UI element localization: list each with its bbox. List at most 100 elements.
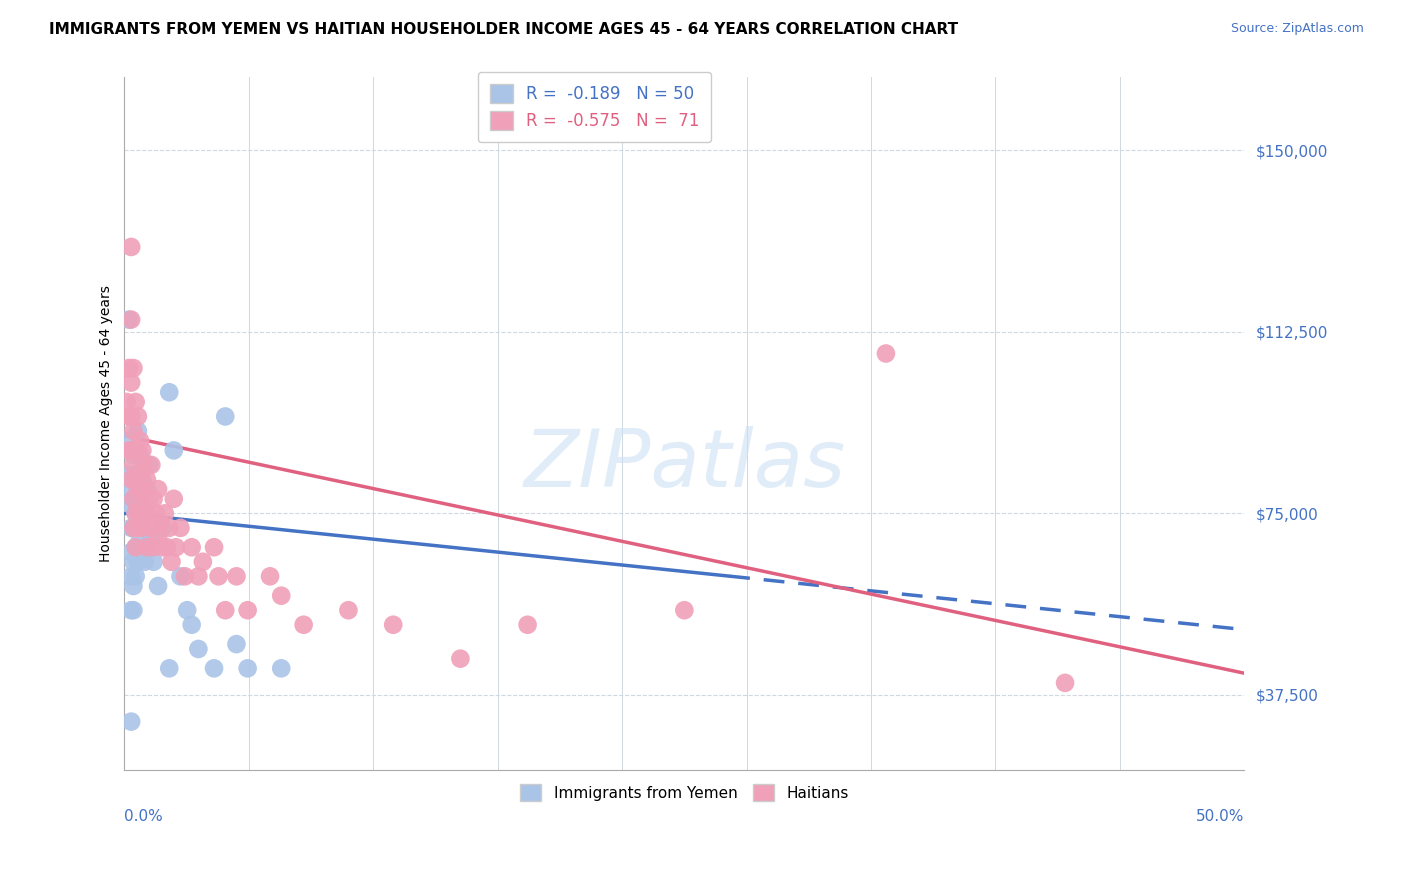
Point — [142, 555, 165, 569]
Y-axis label: Householder Income Ages 45 - 64 years: Householder Income Ages 45 - 64 years — [100, 285, 114, 562]
Point — [122, 521, 145, 535]
Point — [516, 617, 538, 632]
Point — [673, 603, 696, 617]
Point — [169, 569, 191, 583]
Text: 0.0%: 0.0% — [125, 809, 163, 824]
Point — [141, 531, 163, 545]
Point — [174, 569, 197, 583]
Point — [270, 589, 292, 603]
Point — [146, 579, 169, 593]
Point — [142, 491, 165, 506]
Point — [120, 545, 142, 559]
Point — [225, 569, 247, 583]
Point — [120, 312, 142, 326]
Point — [141, 521, 163, 535]
Point — [176, 603, 198, 617]
Point — [131, 482, 153, 496]
Point — [122, 555, 145, 569]
Point — [153, 507, 176, 521]
Point — [115, 434, 138, 448]
Point — [156, 541, 179, 555]
Text: 50.0%: 50.0% — [1197, 809, 1244, 824]
Point — [180, 617, 202, 632]
Point — [160, 555, 183, 569]
Point — [180, 541, 202, 555]
Point — [214, 603, 236, 617]
Point — [124, 443, 146, 458]
Point — [118, 361, 141, 376]
Point — [120, 376, 142, 390]
Point — [142, 541, 165, 555]
Point — [875, 346, 897, 360]
Point — [122, 579, 145, 593]
Point — [118, 409, 141, 424]
Point — [127, 409, 149, 424]
Point — [236, 661, 259, 675]
Point — [127, 555, 149, 569]
Point — [207, 569, 229, 583]
Point — [122, 491, 145, 506]
Text: IMMIGRANTS FROM YEMEN VS HAITIAN HOUSEHOLDER INCOME AGES 45 - 64 YEARS CORRELATI: IMMIGRANTS FROM YEMEN VS HAITIAN HOUSEHO… — [49, 22, 959, 37]
Point — [127, 482, 149, 496]
Point — [129, 507, 152, 521]
Point — [122, 458, 145, 472]
Point — [270, 661, 292, 675]
Point — [138, 458, 160, 472]
Point — [118, 497, 141, 511]
Point — [122, 361, 145, 376]
Point — [187, 642, 209, 657]
Point — [135, 541, 157, 555]
Point — [120, 569, 142, 583]
Point — [129, 531, 152, 545]
Point — [135, 541, 157, 555]
Point — [118, 312, 141, 326]
Point — [236, 603, 259, 617]
Point — [157, 385, 180, 400]
Point — [149, 516, 172, 530]
Point — [202, 541, 225, 555]
Point — [259, 569, 281, 583]
Point — [120, 472, 142, 486]
Point — [157, 661, 180, 675]
Point — [124, 507, 146, 521]
Point — [124, 507, 146, 521]
Point — [129, 467, 152, 482]
Point — [202, 661, 225, 675]
Point — [134, 458, 156, 472]
Point — [120, 521, 142, 535]
Point — [152, 521, 174, 535]
Point — [187, 569, 209, 583]
Point — [122, 603, 145, 617]
Point — [129, 448, 152, 462]
Point — [135, 507, 157, 521]
Point — [129, 491, 152, 506]
Point — [127, 521, 149, 535]
Point — [122, 491, 145, 506]
Point — [292, 617, 315, 632]
Point — [120, 443, 142, 458]
Point — [127, 521, 149, 535]
Text: Source: ZipAtlas.com: Source: ZipAtlas.com — [1230, 22, 1364, 36]
Point — [124, 541, 146, 555]
Point — [124, 467, 146, 482]
Point — [152, 541, 174, 555]
Point — [145, 507, 167, 521]
Point — [122, 448, 145, 462]
Text: ZIPatlas: ZIPatlas — [523, 426, 845, 504]
Point — [134, 555, 156, 569]
Point — [124, 569, 146, 583]
Point — [163, 491, 186, 506]
Point — [131, 443, 153, 458]
Point — [129, 434, 152, 448]
Point — [135, 472, 157, 486]
Point — [122, 424, 145, 438]
Point — [131, 521, 153, 535]
Point — [124, 472, 146, 486]
Point — [134, 491, 156, 506]
Point — [120, 482, 142, 496]
Point — [131, 521, 153, 535]
Point — [146, 482, 169, 496]
Legend: Immigrants from Yemen, Haitians: Immigrants from Yemen, Haitians — [515, 778, 855, 807]
Point — [163, 443, 186, 458]
Point — [131, 472, 153, 486]
